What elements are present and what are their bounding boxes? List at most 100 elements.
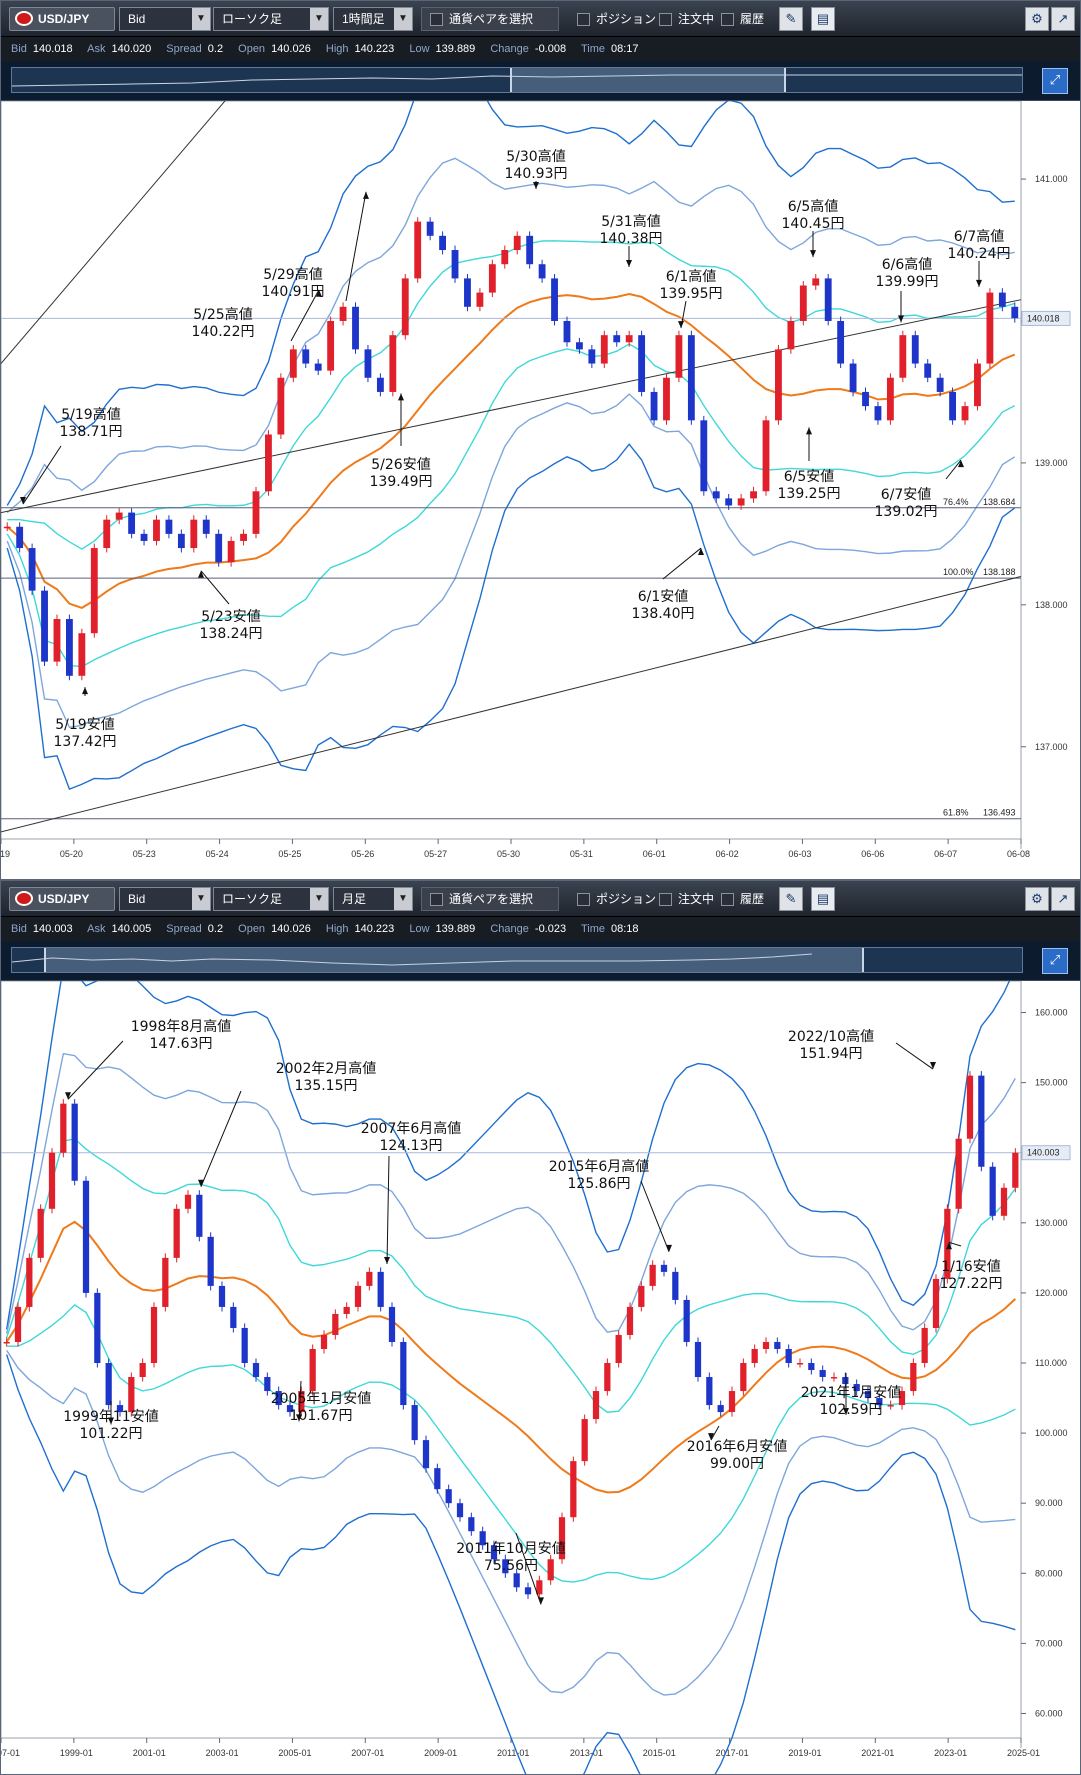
- gear-icon[interactable]: ⚙: [1025, 7, 1049, 31]
- candle-body: [575, 342, 583, 350]
- toolbar: USD/JPY Bid ▼ ローソク足 ▼ 1時間足 ▼ 通貨ペアを選択 ポジシ…: [1, 1, 1080, 37]
- orders-toggle[interactable]: 注文中: [659, 7, 714, 31]
- annotation-label: 5/19安値: [55, 717, 114, 733]
- candle-body: [332, 1313, 339, 1335]
- position-toggle[interactable]: ポジション: [577, 887, 656, 911]
- fib-level-percent: 61.8%: [943, 808, 969, 818]
- drawing-tool-icon[interactable]: ✎: [779, 887, 803, 911]
- position-toggle[interactable]: ポジション: [577, 7, 656, 31]
- candle-body: [538, 264, 546, 279]
- candle-body: [177, 533, 185, 549]
- select-pair-button[interactable]: 通貨ペアを選択: [421, 7, 559, 31]
- window-icon[interactable]: ▤: [811, 887, 835, 911]
- currency-pair-button[interactable]: USD/JPY: [9, 887, 115, 911]
- spread-key: Spread: [166, 43, 202, 55]
- annotation-label: 6/1高値: [666, 268, 717, 285]
- x-tick-label: 2023-01: [934, 1748, 967, 1758]
- checkbox-icon: [430, 893, 443, 907]
- annotation-label: 99.00円: [710, 1456, 764, 1472]
- annotation-arrow: [345, 191, 367, 302]
- annotation-arrow: [200, 570, 230, 605]
- y-tick-label: 90.000: [1035, 1498, 1063, 1508]
- y-tick-label: 150.000: [1035, 1078, 1068, 1088]
- candle-body: [694, 1341, 702, 1378]
- hourly-chart[interactable]: 141.000140.000139.000138.000137.00005-19…: [1, 101, 1080, 879]
- candle-body: [377, 1271, 384, 1307]
- candle-body: [53, 619, 61, 662]
- expand-icon[interactable]: ⤢: [1042, 948, 1068, 974]
- popout-icon[interactable]: ↗: [1051, 7, 1075, 31]
- annotation-arrowhead: [363, 191, 369, 199]
- candle-body: [728, 1391, 736, 1413]
- y-tick-label: 130.000: [1035, 1218, 1068, 1228]
- candle-body: [327, 320, 335, 371]
- candle-body: [837, 320, 845, 364]
- candle-body: [162, 1257, 169, 1307]
- candle-body: [955, 1138, 962, 1209]
- select-pair-button[interactable]: 通貨ペアを選択: [421, 887, 559, 911]
- navigator-track[interactable]: [11, 947, 1023, 973]
- annotation-label: 6/5安値: [784, 469, 835, 485]
- candle-body: [153, 519, 160, 541]
- annotation-label: 2015年6月高値: [549, 1158, 650, 1175]
- change-value: -0.008: [534, 43, 567, 55]
- x-tick-label: 05-23: [133, 849, 156, 859]
- timeframe-select[interactable]: 1時間足 ▼: [333, 7, 413, 31]
- candle-body: [139, 1363, 146, 1378]
- window-icon[interactable]: ▤: [811, 7, 835, 31]
- candle-body: [751, 1348, 758, 1364]
- chart-panel-monthly: USD/JPY Bid ▼ ローソク足 ▼ 月足 ▼ 通貨ペアを選択 ポジション…: [0, 880, 1081, 1775]
- chart-type-select[interactable]: ローソク足 ▼: [213, 7, 329, 31]
- navigator-selection[interactable]: [510, 68, 786, 92]
- candle-body: [298, 1391, 305, 1413]
- drawing-tool-icon[interactable]: ✎: [779, 7, 803, 31]
- navigator-selection[interactable]: [44, 948, 864, 972]
- candle-body: [898, 1391, 906, 1406]
- monthly-chart[interactable]: 160.000150.000140.000130.000120.000110.0…: [1, 981, 1080, 1774]
- candle-body: [275, 1391, 282, 1406]
- candle-body: [750, 491, 757, 499]
- toolbar: USD/JPY Bid ▼ ローソク足 ▼ 月足 ▼ 通貨ペアを選択 ポジション…: [1, 881, 1080, 917]
- candle-body: [115, 512, 123, 520]
- annotation-arrow: [22, 445, 62, 505]
- candle-body: [240, 533, 247, 541]
- expand-icon[interactable]: ⤢: [1042, 68, 1068, 94]
- chevron-down-icon: ▼: [310, 8, 328, 30]
- price-type-select[interactable]: Bid ▼: [119, 7, 211, 31]
- price-type-select[interactable]: Bid ▼: [119, 887, 211, 911]
- candle-body: [862, 391, 869, 407]
- timeframe-select[interactable]: 月足 ▼: [333, 887, 413, 911]
- x-tick-label: 2005-01: [278, 1748, 311, 1758]
- navigator-track[interactable]: [11, 67, 1023, 93]
- currency-pair-button[interactable]: USD/JPY: [9, 7, 115, 31]
- candle-body: [570, 1461, 577, 1518]
- annotation-label: 5/26安値: [371, 457, 430, 473]
- annotation-label: 5/30高値: [506, 148, 565, 165]
- history-toggle[interactable]: 履歴: [721, 7, 764, 31]
- candle-body: [808, 1363, 815, 1371]
- annotation-arrowhead: [82, 687, 88, 695]
- candle-body: [364, 349, 372, 378]
- candle-body: [37, 1208, 44, 1258]
- orders-toggle[interactable]: 注文中: [659, 887, 714, 911]
- annotation-label: 138.71円: [60, 424, 123, 440]
- popout-icon[interactable]: ↗: [1051, 887, 1075, 911]
- gear-icon[interactable]: ⚙: [1025, 887, 1049, 911]
- annotation-arrowhead: [398, 393, 404, 401]
- ask-value: 140.020: [111, 43, 152, 55]
- history-toggle[interactable]: 履歴: [721, 887, 764, 911]
- bollinger-band-upper-2sigma: [5, 1052, 1016, 1334]
- candle-body: [762, 420, 770, 492]
- chart-panel-hourly: USD/JPY Bid ▼ ローソク足 ▼ 1時間足 ▼ 通貨ペアを選択 ポジシ…: [0, 0, 1081, 880]
- chart-type-select[interactable]: ローソク足 ▼: [213, 887, 329, 911]
- candle-body: [422, 1440, 430, 1469]
- high-value: 140.223: [354, 923, 395, 935]
- high-key: High: [325, 923, 349, 935]
- current-price-tag: [1021, 310, 1071, 326]
- candle-body: [600, 335, 608, 364]
- candle-body: [451, 250, 459, 279]
- candle-body: [476, 292, 484, 307]
- y-tick-label: 60.000: [1035, 1708, 1063, 1718]
- candle-body: [961, 406, 969, 421]
- candle-body: [388, 1306, 396, 1342]
